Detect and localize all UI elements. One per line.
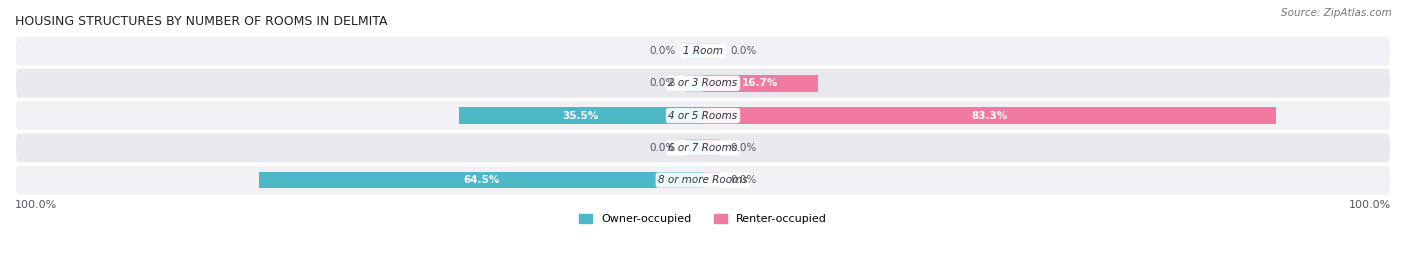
Text: 4 or 5 Rooms: 4 or 5 Rooms [668,111,738,121]
Bar [703,43,720,59]
Bar [703,75,818,92]
Text: 0.0%: 0.0% [731,175,756,185]
Bar [703,139,720,156]
FancyBboxPatch shape [15,100,1391,131]
Bar [686,43,703,59]
Text: 1 Room: 1 Room [683,46,723,56]
Text: 8 or more Rooms: 8 or more Rooms [658,175,748,185]
Text: 100.0%: 100.0% [15,200,58,210]
Text: 83.3%: 83.3% [972,111,1008,121]
Bar [259,172,703,189]
Bar [686,139,703,156]
Text: HOUSING STRUCTURES BY NUMBER OF ROOMS IN DELMITA: HOUSING STRUCTURES BY NUMBER OF ROOMS IN… [15,15,388,28]
Text: 6 or 7 Rooms: 6 or 7 Rooms [668,143,738,153]
Text: 35.5%: 35.5% [562,111,599,121]
FancyBboxPatch shape [15,165,1391,196]
Text: 0.0%: 0.0% [731,143,756,153]
Text: 64.5%: 64.5% [463,175,499,185]
Text: 0.0%: 0.0% [650,46,675,56]
Text: 0.0%: 0.0% [650,78,675,88]
Text: 100.0%: 100.0% [1348,200,1391,210]
FancyBboxPatch shape [15,36,1391,66]
Bar [703,107,1277,124]
Bar [703,172,720,189]
Text: 0.0%: 0.0% [731,46,756,56]
FancyBboxPatch shape [15,68,1391,99]
Legend: Owner-occupied, Renter-occupied: Owner-occupied, Renter-occupied [575,209,831,228]
Text: 0.0%: 0.0% [650,143,675,153]
Text: Source: ZipAtlas.com: Source: ZipAtlas.com [1281,8,1392,18]
Text: 16.7%: 16.7% [742,78,779,88]
Bar [686,75,703,92]
Bar [458,107,703,124]
FancyBboxPatch shape [15,132,1391,163]
Text: 2 or 3 Rooms: 2 or 3 Rooms [668,78,738,88]
